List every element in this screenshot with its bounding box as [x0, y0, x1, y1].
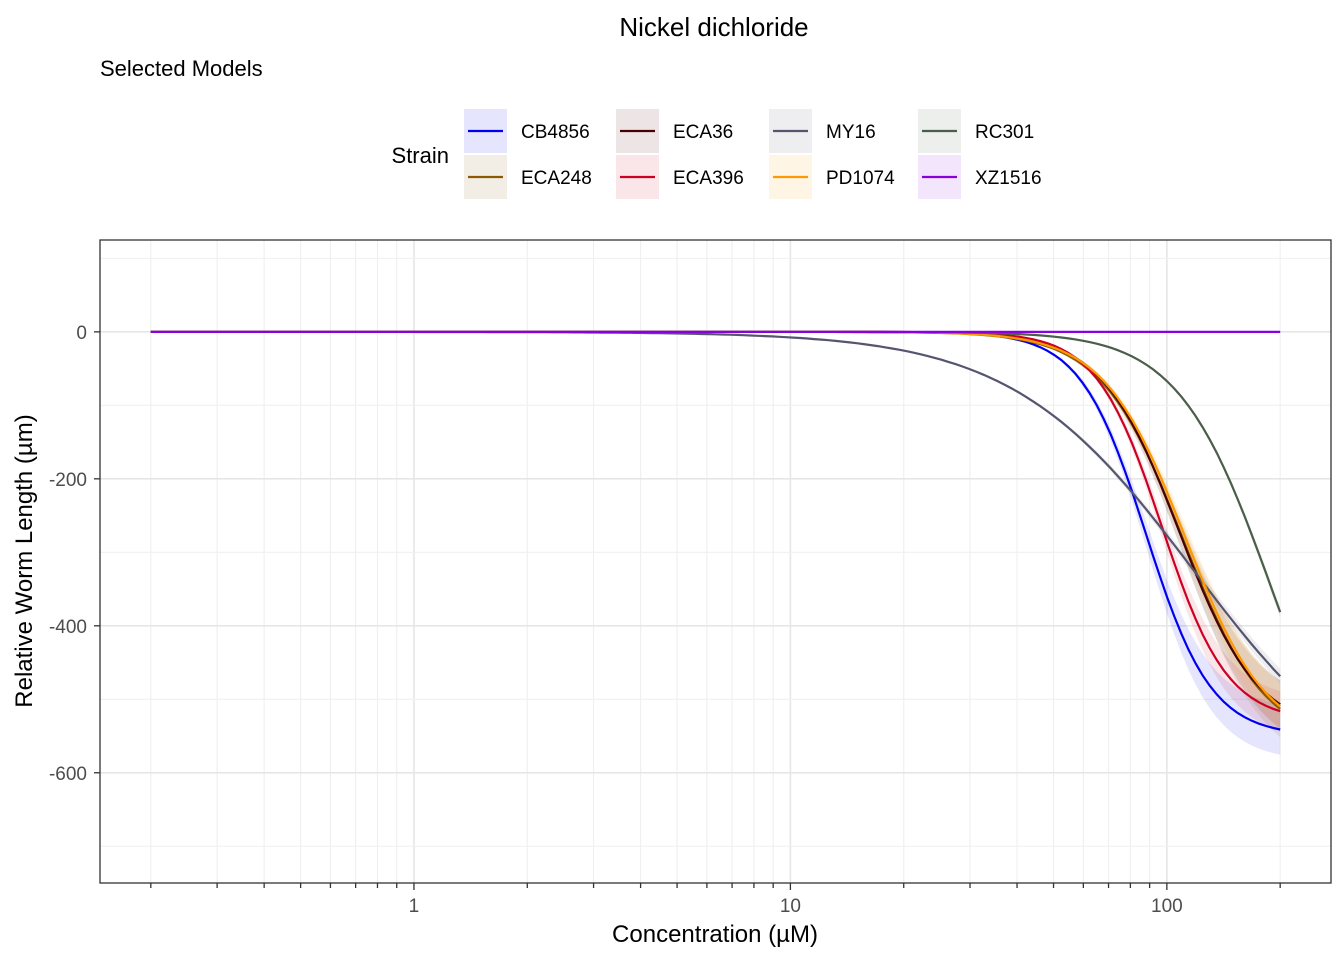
- plot-panel: [99, 239, 1332, 884]
- legend-items: CB4856 ECA248 ECA36 ECA396 MY16 PD1074 RC301 XZ…: [464, 109, 1042, 199]
- y-tick-label: -200: [49, 470, 87, 491]
- y-tick-label: -600: [49, 764, 87, 785]
- legend-label-eca248: ECA248: [521, 168, 592, 189]
- legend-label-cb4856: CB4856: [521, 122, 590, 143]
- chart-subtitle: Selected Models: [100, 56, 263, 81]
- legend: Strain CB4856 ECA248 ECA36 ECA396 MY16 PD1074…: [392, 109, 1042, 199]
- legend-label-eca396: ECA396: [673, 168, 744, 189]
- legend-item-my16: MY16: [769, 109, 876, 153]
- y-tick-label: 0: [76, 323, 87, 344]
- legend-label-pd1074: PD1074: [826, 168, 895, 189]
- x-tick-label: 1: [409, 896, 420, 917]
- legend-item-xz1516: XZ1516: [918, 155, 1042, 199]
- legend-label-xz1516: XZ1516: [975, 168, 1042, 189]
- y-tick-label: -400: [49, 617, 87, 638]
- y-axis: 0 -200 -400 -600: [49, 323, 100, 785]
- legend-item-cb4856: CB4856: [464, 109, 590, 153]
- plot-border: [99, 239, 1332, 884]
- legend-label-eca36: ECA36: [673, 122, 733, 143]
- x-tick-label: 100: [1151, 896, 1183, 917]
- legend-item-eca248: ECA248: [464, 155, 592, 199]
- legend-item-rc301: RC301: [918, 109, 1034, 153]
- legend-title: Strain: [392, 143, 449, 168]
- legend-item-eca36: ECA36: [616, 109, 733, 153]
- legend-label-my16: MY16: [826, 122, 876, 143]
- x-tick-label: 10: [780, 896, 801, 917]
- legend-item-pd1074: PD1074: [769, 155, 895, 199]
- x-axis: 1 10 100: [150, 883, 1281, 917]
- chart-title: Nickel dichloride: [619, 12, 808, 42]
- y-axis-label: Relative Worm Length (µm): [11, 414, 38, 707]
- x-axis-label: Concentration (µM): [612, 921, 818, 948]
- plot-background: [100, 240, 1331, 883]
- legend-label-rc301: RC301: [975, 122, 1034, 143]
- legend-item-eca396: ECA396: [616, 155, 744, 199]
- model-curves: [150, 330, 1282, 731]
